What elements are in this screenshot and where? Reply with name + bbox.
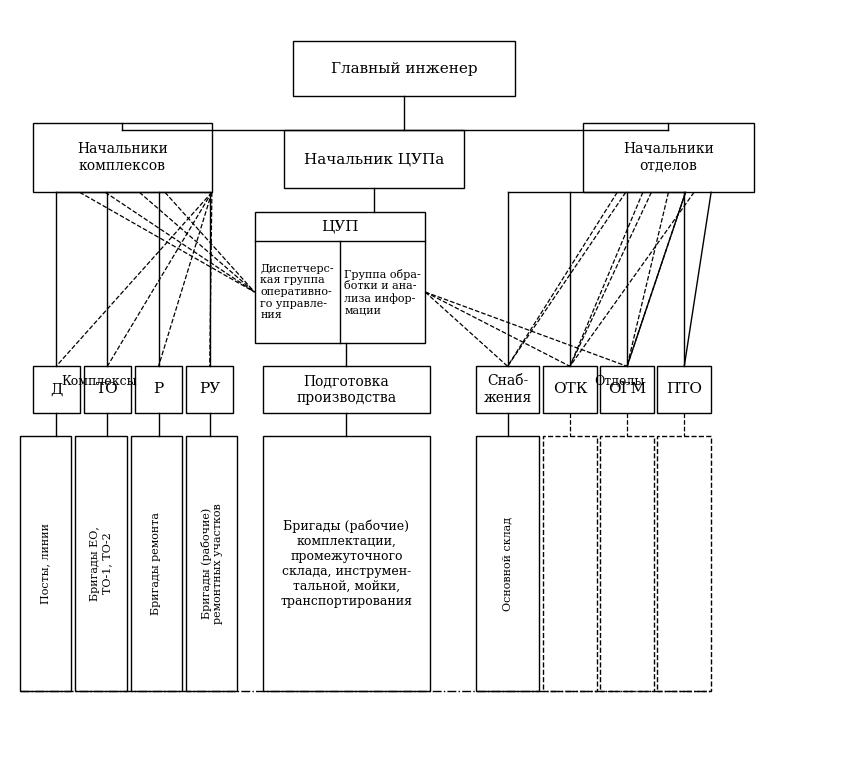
- Text: Основной склад: Основной склад: [503, 516, 513, 611]
- FancyBboxPatch shape: [186, 366, 233, 413]
- FancyBboxPatch shape: [20, 436, 71, 691]
- Text: ПТО: ПТО: [667, 382, 703, 397]
- FancyBboxPatch shape: [543, 366, 597, 413]
- FancyBboxPatch shape: [477, 436, 539, 691]
- FancyBboxPatch shape: [657, 436, 711, 691]
- Text: ОТК: ОТК: [552, 382, 588, 397]
- Text: Снаб-
жения: Снаб- жения: [484, 375, 532, 404]
- FancyBboxPatch shape: [293, 41, 515, 96]
- Text: Начальники
комплексов: Начальники комплексов: [76, 143, 168, 173]
- Text: Начальник ЦУПа: Начальник ЦУПа: [304, 153, 444, 167]
- Text: Бригады ЕО,
ТО-1, ТО-2: Бригады ЕО, ТО-1, ТО-2: [90, 526, 112, 601]
- FancyBboxPatch shape: [33, 122, 212, 192]
- Text: Диспетчерс-
кая группа
оперативно-
го управле-
ния: Диспетчерс- кая группа оперативно- го уп…: [260, 264, 334, 320]
- Text: РУ: РУ: [199, 382, 221, 397]
- FancyBboxPatch shape: [600, 366, 654, 413]
- Text: ТО: ТО: [96, 382, 119, 397]
- Text: Группа обра-
ботки и ана-
лиза инфор-
мации: Группа обра- ботки и ана- лиза инфор- ма…: [344, 269, 421, 315]
- FancyBboxPatch shape: [186, 436, 237, 691]
- Text: Бригады (рабочие)
комплектации,
промежуточного
склада, инструмен-
тальной, мойки: Бригады (рабочие) комплектации, промежут…: [280, 520, 412, 608]
- FancyBboxPatch shape: [76, 436, 126, 691]
- FancyBboxPatch shape: [657, 366, 711, 413]
- FancyBboxPatch shape: [263, 436, 430, 691]
- FancyBboxPatch shape: [135, 366, 182, 413]
- FancyBboxPatch shape: [284, 130, 464, 189]
- Text: Д: Д: [50, 382, 63, 397]
- FancyBboxPatch shape: [254, 212, 425, 343]
- Text: Начальники
отделов: Начальники отделов: [623, 143, 714, 173]
- FancyBboxPatch shape: [543, 436, 597, 691]
- FancyBboxPatch shape: [84, 366, 131, 413]
- FancyBboxPatch shape: [477, 366, 539, 413]
- Text: Р: Р: [154, 382, 164, 397]
- Text: ОГМ: ОГМ: [608, 382, 646, 397]
- Text: Бригады ремонта: Бригады ремонта: [151, 512, 161, 615]
- FancyBboxPatch shape: [33, 366, 80, 413]
- FancyBboxPatch shape: [131, 436, 182, 691]
- Text: Подготовка
производства: Подготовка производства: [296, 375, 396, 404]
- Text: Главный инженер: Главный инженер: [331, 62, 478, 76]
- FancyBboxPatch shape: [263, 366, 430, 413]
- Text: Комплексы: Комплексы: [61, 375, 137, 388]
- Text: Бригады (рабочие)
ремонтных участков: Бригады (рабочие) ремонтных участков: [200, 503, 223, 624]
- FancyBboxPatch shape: [600, 436, 654, 691]
- Text: ЦУП: ЦУП: [321, 220, 359, 233]
- FancyBboxPatch shape: [583, 122, 754, 192]
- Text: Отделы: Отделы: [594, 375, 645, 388]
- Text: Посты, линии: Посты, линии: [40, 523, 51, 604]
